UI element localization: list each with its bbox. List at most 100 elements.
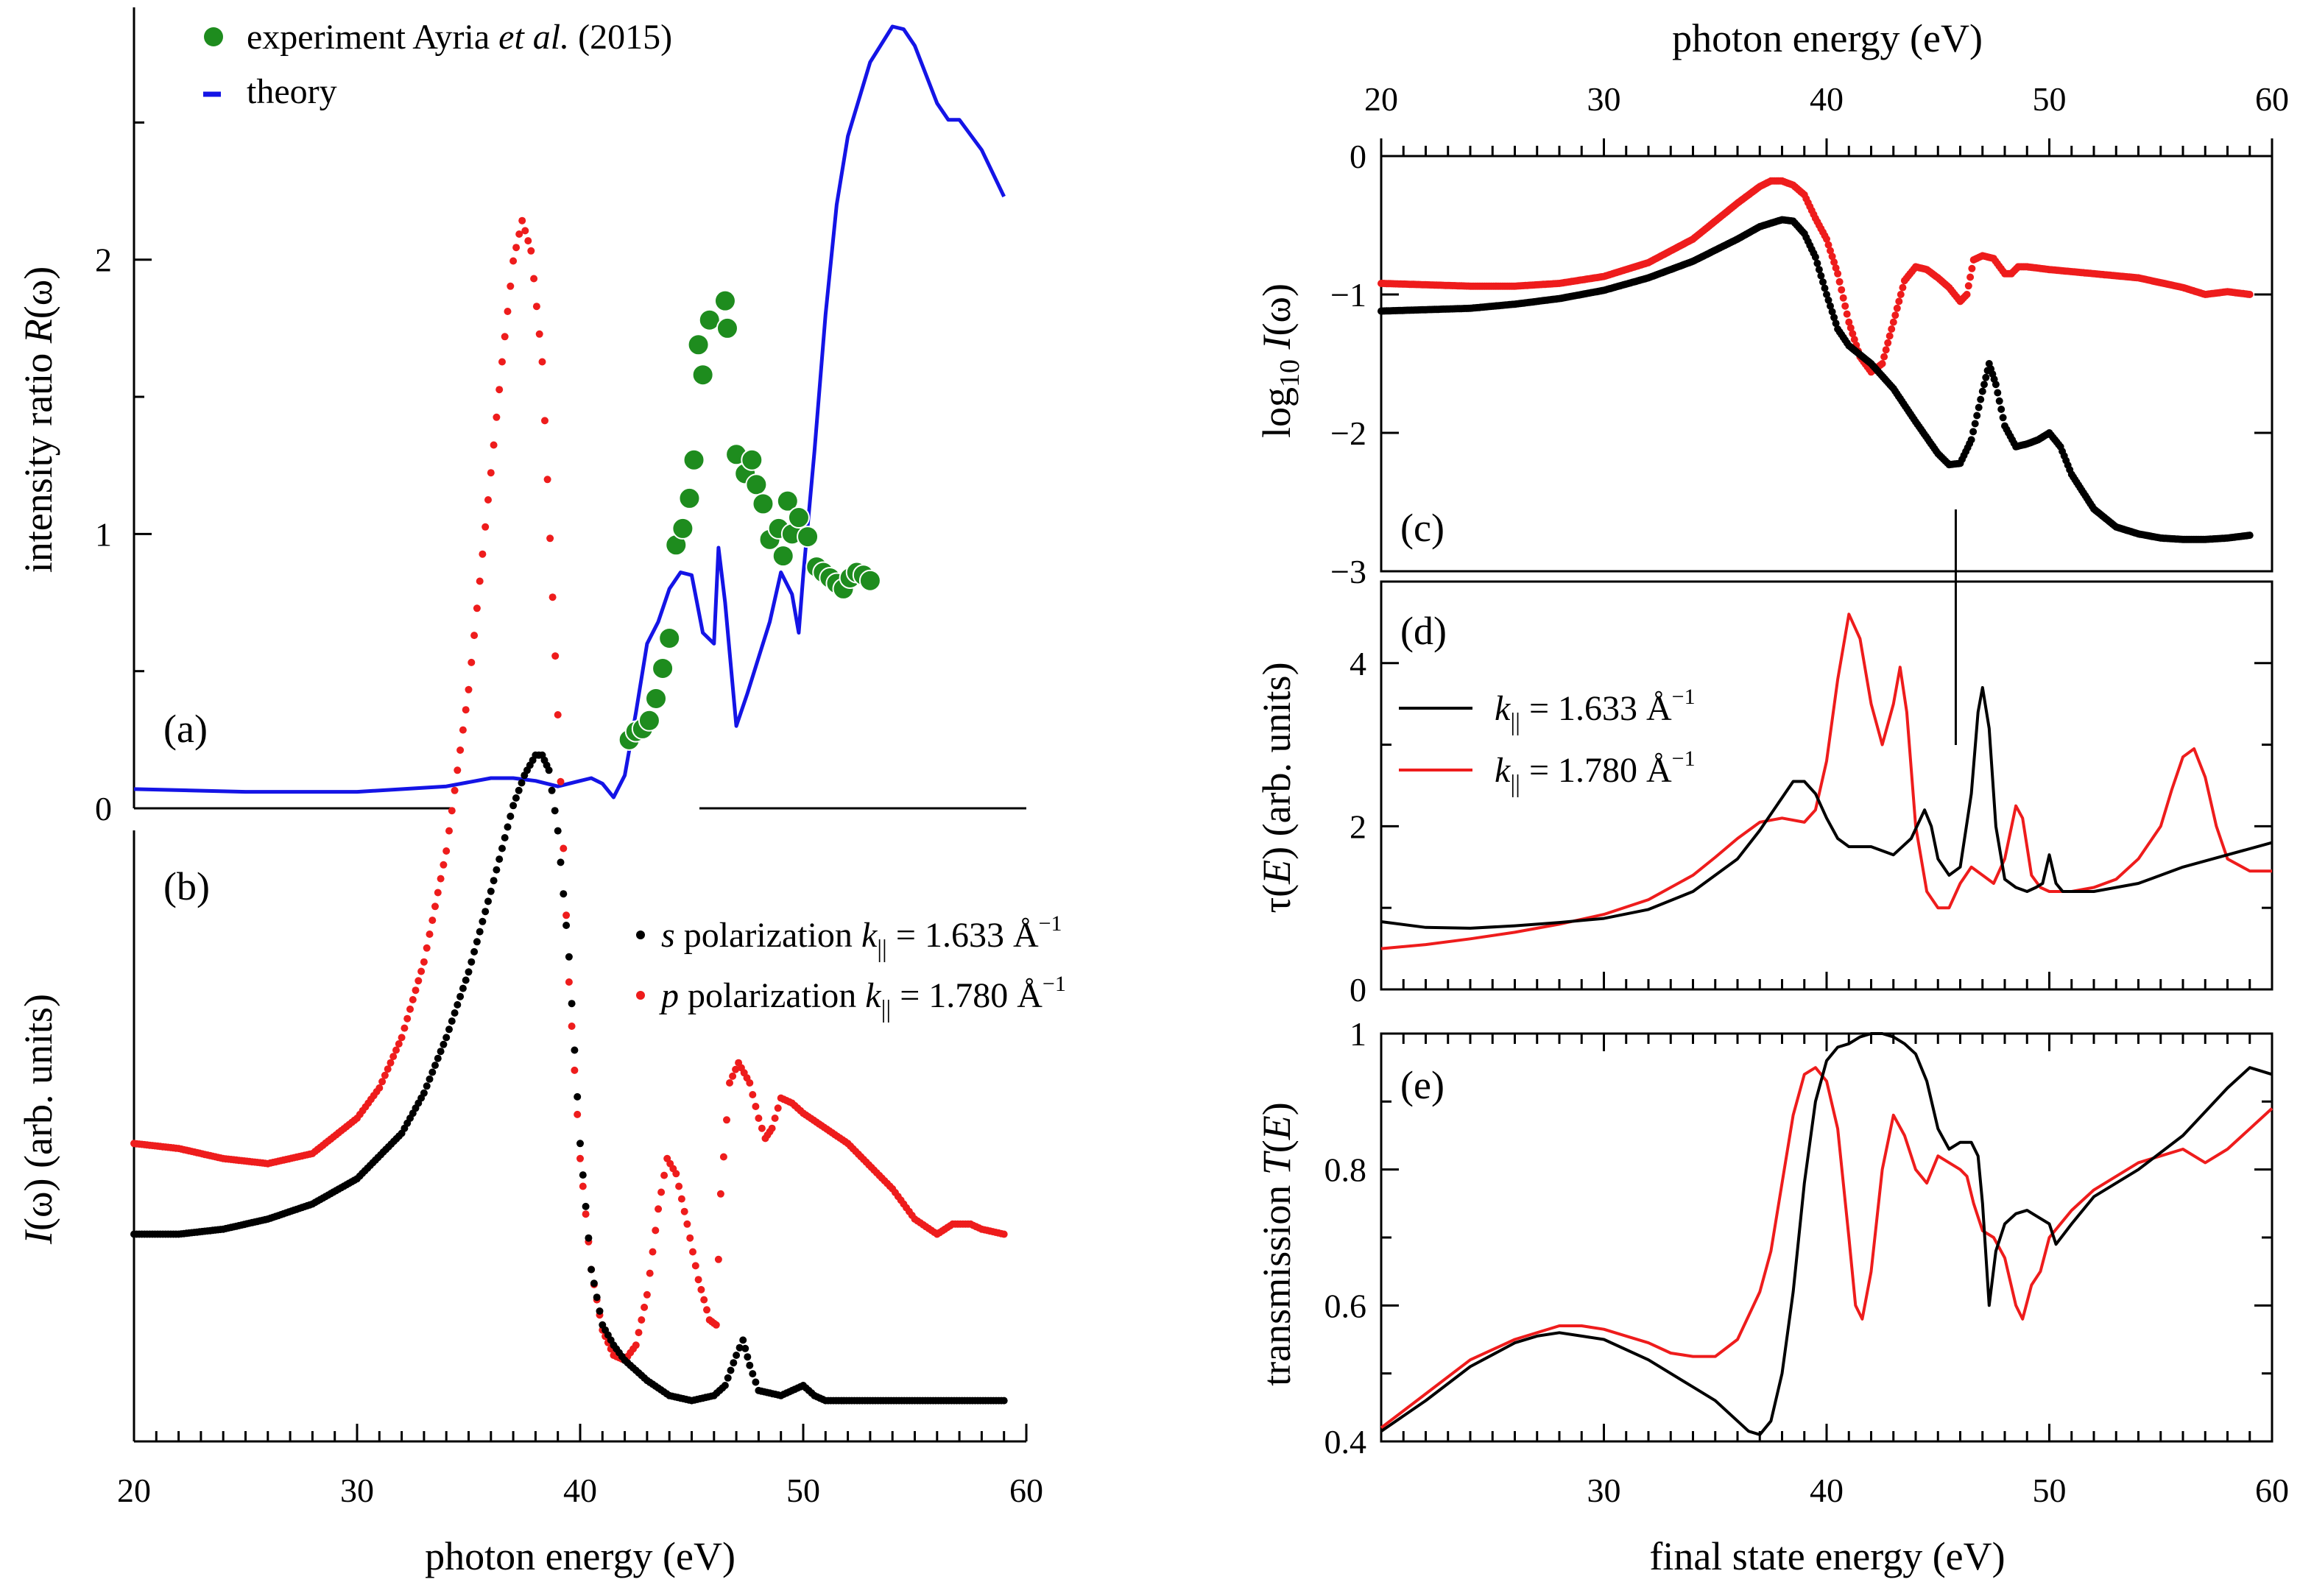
c-p-pol-dot	[1834, 269, 1842, 278]
experiment-point	[691, 364, 714, 386]
s-pol-dot	[451, 1009, 459, 1017]
c-p-pol-dot	[1839, 294, 1847, 302]
p-pol-dot	[700, 1296, 708, 1304]
c-p-pol-dot	[1850, 336, 1858, 344]
p-pol-dot	[532, 303, 540, 311]
p-pol-dot	[691, 1262, 699, 1270]
p-pol-dot	[571, 1066, 579, 1074]
s-pol-dot	[440, 1040, 448, 1048]
p-pol-dot	[641, 1303, 649, 1311]
p-pol-dot	[655, 1205, 663, 1213]
p-pol-dot	[582, 1210, 590, 1218]
experiment-point	[687, 333, 710, 356]
experiment-point	[752, 492, 775, 515]
panel-e-ytick-label: 0.4	[1324, 1423, 1367, 1461]
p-pol-dot	[660, 1171, 669, 1179]
panel-c-frame	[1380, 155, 2273, 573]
c-s-pol-dot	[1982, 373, 1990, 381]
p-pol-dot	[672, 1170, 680, 1178]
c-s-pol-dot	[1830, 314, 1838, 322]
p-pol-dot	[403, 1014, 412, 1023]
s-pol-dot	[470, 947, 479, 956]
s-pol-dot	[727, 1366, 735, 1374]
p-pol-dot	[389, 1053, 398, 1061]
p-pol-dot	[448, 807, 456, 815]
experiment-point	[745, 473, 768, 496]
p-pol-dot	[632, 1341, 640, 1349]
p-pol-dot	[562, 911, 571, 919]
p-pol-dot	[574, 1110, 582, 1118]
panel-c-xtick-label: 40	[1810, 80, 1844, 118]
s-pol-dot	[746, 1361, 754, 1369]
s-pol-dot	[501, 834, 509, 841]
c-s-pol-dot	[1973, 412, 1981, 420]
c-p-pol-dot	[1824, 241, 1832, 249]
c-p-pol-dot	[1845, 318, 1853, 326]
p-pol-dot	[726, 1079, 733, 1087]
s-pol-dot	[434, 1054, 442, 1062]
s-pol-dot	[518, 779, 526, 787]
p-pol-dot	[487, 469, 495, 477]
panel-label-e: (e)	[1400, 1063, 1444, 1107]
p-pol-dot	[635, 1329, 643, 1337]
d-black-line	[1380, 686, 2273, 930]
p-pol-dot	[417, 967, 426, 975]
p-pol-dot	[719, 1153, 727, 1161]
s-pol-dot	[420, 1089, 428, 1097]
p-pol-dot	[395, 1040, 403, 1048]
s-pol-dot	[585, 1234, 593, 1242]
panel-b-xtick-label: 40	[563, 1472, 597, 1509]
p-pol-dot	[470, 632, 479, 640]
p-pol-dot	[714, 1255, 722, 1263]
p-pol-dot	[495, 386, 504, 394]
s-pol-dot	[495, 855, 504, 864]
p-pol-dot	[758, 1124, 766, 1132]
legend-experiment-marker	[204, 27, 223, 46]
p-pol-dot	[546, 534, 554, 543]
s-pol-dot	[512, 794, 520, 802]
p-pol-dot	[437, 875, 445, 883]
c-s-pol-dot	[1827, 302, 1834, 310]
p-pol-dot	[524, 237, 532, 245]
p-pol-dot	[507, 282, 515, 290]
s-pol-dot	[484, 897, 492, 905]
p-pol-dot	[716, 1190, 724, 1198]
p-pol-dot	[723, 1116, 730, 1124]
p-pol-dot	[538, 358, 546, 366]
panel-c-ytick-label: 0	[1350, 138, 1366, 175]
p-pol-dot	[409, 996, 417, 1003]
s-pol-dot	[548, 786, 556, 794]
ylabel-a: intensity ratio R(ω)	[16, 266, 60, 573]
p-pol-dot	[649, 1248, 657, 1256]
s-pol-dot	[749, 1370, 757, 1378]
p-pol-dot	[426, 931, 434, 938]
panel-b-xtick-label: 60	[1009, 1472, 1043, 1509]
p-pol-dot	[468, 658, 476, 666]
experiment-point	[776, 490, 799, 512]
c-s-pol-dot	[1994, 389, 2002, 397]
p-pol-dot	[521, 227, 529, 235]
s-pol-dot	[454, 1000, 462, 1009]
s-pol-dot	[560, 890, 568, 898]
experiment-point	[858, 569, 881, 592]
c-s-pol-dot	[1971, 420, 1979, 428]
s-pol-dot	[593, 1293, 601, 1302]
p-pol-dot	[415, 977, 423, 985]
s-pol-dot	[568, 1000, 576, 1008]
c-p-pol-dot	[1846, 324, 1855, 332]
c-p-pol-dot	[1885, 332, 1894, 340]
p-pol-dot	[384, 1065, 392, 1073]
s-pol-dot	[579, 1171, 587, 1179]
c-p-pol-dot	[1841, 302, 1849, 310]
p-pol-dot	[565, 978, 573, 986]
c-p-pol-dot	[1884, 339, 1892, 347]
s-pol-dot	[462, 976, 470, 984]
p-pol-dot	[755, 1115, 763, 1122]
c-s-pol-dot	[1823, 291, 1830, 298]
s-pol-dot	[487, 887, 495, 895]
e-black-line	[1380, 1032, 2273, 1436]
s-pol-dot	[582, 1202, 590, 1210]
panel-c-xtick-label: 20	[1364, 80, 1398, 118]
p-pol-dot	[479, 550, 487, 558]
p-pol-dot	[774, 1104, 782, 1112]
